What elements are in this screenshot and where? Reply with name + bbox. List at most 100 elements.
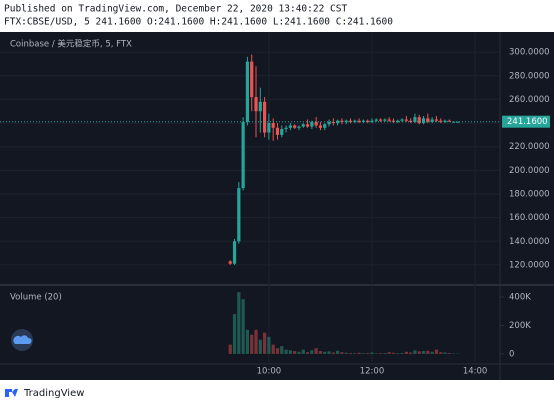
volume-bar: [301, 349, 305, 354]
volume-bar: [293, 351, 297, 354]
y-tick-label: 300.0000: [509, 48, 550, 58]
volume-bar: [327, 351, 331, 354]
volume-bar: [400, 353, 404, 354]
volume-bar: [280, 346, 284, 354]
candle-body: [323, 124, 327, 128]
candle-body: [288, 125, 292, 128]
volume-bar: [378, 353, 383, 354]
volume-bar: [254, 329, 258, 354]
volume-bar: [387, 352, 391, 354]
candle-body: [297, 126, 301, 128]
y-tick-label: 180.0000: [509, 189, 550, 199]
y-tick-label: 0: [509, 349, 514, 359]
candle-body: [331, 121, 335, 124]
y-tick-label: 140.0000: [509, 237, 550, 247]
published-line: Published on TradingView.com, December 2…: [4, 4, 347, 15]
volume-bar: [228, 344, 232, 354]
volume-bar: [344, 352, 348, 354]
volume-bar: [430, 351, 434, 354]
volume-bar: [310, 350, 314, 354]
volume-bar: [245, 329, 250, 354]
x-tick-label: 14:00: [463, 367, 488, 377]
candle-body: [241, 121, 245, 189]
candle-body: [232, 241, 237, 264]
volume-bar: [357, 352, 361, 354]
volume-bar: [426, 350, 430, 354]
candle-body: [348, 120, 353, 122]
candle-body: [314, 121, 318, 126]
candle-body: [404, 119, 408, 121]
volume-bar: [404, 351, 408, 354]
volume-bar: [413, 350, 417, 354]
symbol-line: FTX:CBSE/USD, 5 241.1600 O:241.1600 H:24…: [4, 17, 393, 28]
volume-bar: [383, 353, 387, 354]
volume-bar: [434, 349, 439, 354]
volume-bar: [323, 351, 327, 354]
candle-body: [387, 119, 391, 121]
volume-bar: [336, 350, 340, 354]
candle-body: [305, 124, 310, 127]
y-tick-label: 400K: [509, 293, 531, 303]
candle-body: [280, 128, 284, 135]
volume-bar: [409, 352, 413, 354]
candle-body: [293, 125, 297, 128]
candle-body: [245, 61, 250, 122]
candle-body: [327, 121, 331, 125]
y-tick-label: 120.0000: [509, 260, 550, 270]
volume-bar: [297, 351, 301, 354]
candle-body: [284, 127, 288, 129]
candle-body: [374, 119, 378, 121]
candle-body: [430, 119, 434, 122]
volume-bar: [275, 348, 280, 354]
candle-body: [434, 119, 439, 121]
candle-body: [413, 117, 417, 122]
volume-bar: [331, 352, 335, 354]
y-tick-label: 160.0000: [509, 213, 550, 223]
candle-body: [344, 120, 348, 122]
candle-body: [396, 120, 400, 122]
cloud-icon[interactable]: [11, 329, 33, 351]
candle-body: [340, 120, 344, 122]
y-tick-label: 280.0000: [509, 71, 550, 81]
candle-body: [254, 97, 258, 112]
volume-bar: [417, 351, 421, 354]
volume-bar: [366, 353, 370, 354]
candle-body: [258, 101, 262, 112]
last-price-label: 241.1600: [507, 117, 548, 127]
volume-bar: [391, 352, 396, 354]
candle-body: [275, 127, 280, 135]
candle-body: [439, 120, 443, 122]
volume-bar: [340, 352, 344, 354]
volume-bar: [443, 352, 447, 354]
volume-bar: [314, 348, 318, 354]
brand-name: TradingView: [23, 388, 84, 399]
volume-bar: [396, 353, 400, 354]
candle-body: [228, 261, 232, 264]
candle-body: [310, 121, 314, 127]
last-price-tag: [502, 115, 550, 128]
volume-bar: [241, 299, 245, 354]
candle-body: [447, 120, 451, 122]
candle-body: [271, 123, 275, 128]
candle-body: [366, 120, 370, 122]
candle-body: [383, 119, 387, 121]
volume-title: Volume (20): [10, 293, 62, 303]
brand-logo[interactable]: TradingView: [5, 388, 84, 399]
candle-body: [417, 117, 421, 124]
volume-bar: [348, 353, 353, 354]
candle-body: [318, 125, 323, 128]
candle-body: [263, 101, 267, 133]
volume-bar: [421, 351, 426, 354]
pane-title: Coinbase / 美元稳定币, 5, FTX: [10, 39, 132, 50]
volume-bar: [370, 352, 374, 354]
candle-body: [421, 118, 426, 124]
candle-body: [357, 120, 361, 122]
x-tick-label: 10:00: [257, 367, 282, 377]
candle-body: [336, 120, 340, 124]
volume-bar: [439, 352, 443, 354]
y-tick-label: 220.0000: [509, 142, 550, 152]
y-tick-label: 200K: [509, 321, 531, 331]
candle-body: [237, 188, 241, 242]
candle-body: [456, 121, 460, 123]
